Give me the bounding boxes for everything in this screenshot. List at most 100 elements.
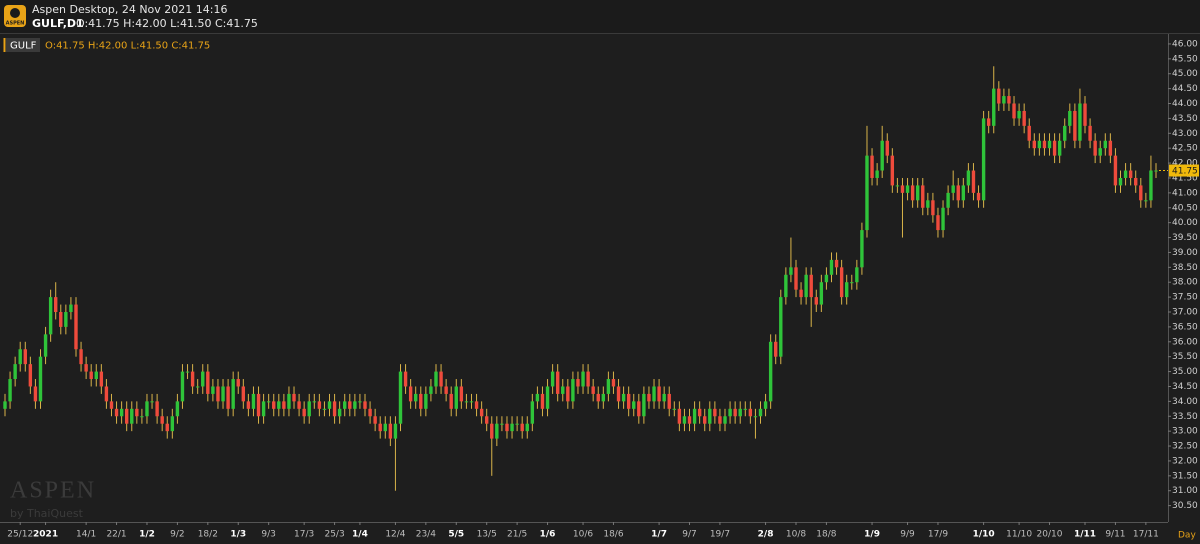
app-icon-mark bbox=[10, 8, 20, 18]
x-tick-label: 9/11 bbox=[1105, 530, 1125, 540]
candle-body bbox=[926, 200, 930, 208]
candle-body bbox=[779, 297, 783, 357]
candle-body bbox=[124, 408, 129, 424]
x-tick-label: 1/2 bbox=[139, 530, 155, 540]
y-tick-label: 42.00 bbox=[1172, 159, 1198, 169]
y-tick-label: 43.00 bbox=[1172, 129, 1198, 139]
last-price-tag bbox=[1169, 164, 1199, 177]
candle-body bbox=[444, 386, 448, 394]
candle-body bbox=[398, 371, 403, 424]
candle-body bbox=[23, 349, 27, 365]
y-tick-label: 37.00 bbox=[1172, 308, 1198, 318]
x-tick-label: 9/2 bbox=[170, 530, 184, 540]
symbol-label: GULF,D1 bbox=[32, 17, 84, 30]
candle-body bbox=[845, 282, 849, 298]
candle-body bbox=[145, 401, 149, 417]
candle-body bbox=[307, 401, 311, 417]
candle-body bbox=[175, 401, 180, 417]
candle-body bbox=[408, 386, 413, 402]
x-axis-unit: Day bbox=[1178, 531, 1196, 541]
candle-body bbox=[383, 423, 387, 432]
candle-body bbox=[571, 379, 575, 402]
y-tick-label: 34.00 bbox=[1172, 397, 1198, 407]
candle-body bbox=[388, 423, 393, 439]
candle-body bbox=[510, 423, 514, 432]
candle-body bbox=[829, 259, 834, 275]
candle-body bbox=[626, 393, 631, 409]
candle-body bbox=[662, 393, 666, 402]
candle-body bbox=[723, 416, 727, 424]
candle-body bbox=[540, 393, 545, 409]
plot-background bbox=[0, 33, 1200, 544]
candle-body bbox=[515, 423, 519, 425]
y-tick-label: 44.00 bbox=[1172, 99, 1198, 109]
candle-body bbox=[951, 185, 955, 193]
candle-body bbox=[682, 416, 687, 424]
candle-body bbox=[74, 304, 78, 350]
candle-body bbox=[809, 274, 813, 298]
x-tick-label: 14/1 bbox=[76, 530, 96, 540]
candle-body bbox=[621, 393, 626, 402]
y-tick-label: 35.50 bbox=[1172, 352, 1198, 362]
x-tick-label: 12/4 bbox=[385, 530, 405, 540]
last-price-label: 41.75 bbox=[1172, 167, 1198, 177]
candle-body bbox=[905, 185, 910, 193]
x-tick-label: 1/7 bbox=[651, 530, 667, 540]
candle-body bbox=[525, 423, 529, 432]
candle-body bbox=[784, 274, 788, 298]
candle-body bbox=[561, 386, 565, 394]
candle-body bbox=[190, 371, 195, 387]
candle-body bbox=[54, 297, 58, 313]
candle-body bbox=[277, 401, 281, 409]
candle-body bbox=[692, 408, 697, 424]
candle-body bbox=[18, 349, 22, 365]
candle-body bbox=[292, 393, 296, 402]
candle-body bbox=[459, 386, 464, 402]
x-tick-label: 17/9 bbox=[928, 530, 948, 540]
candle-body bbox=[946, 192, 950, 208]
candle-body bbox=[1149, 170, 1153, 201]
candle-body bbox=[201, 371, 205, 387]
candle-body bbox=[855, 267, 859, 283]
candle-body bbox=[774, 341, 778, 357]
y-tick-label: 41.50 bbox=[1172, 173, 1198, 183]
candle-body bbox=[28, 364, 33, 387]
candle-body bbox=[545, 386, 550, 409]
candle-body bbox=[99, 371, 104, 387]
candle-body bbox=[870, 155, 874, 178]
legend-box[interactable] bbox=[6, 38, 40, 52]
candle-body bbox=[915, 185, 920, 201]
candle-body bbox=[834, 259, 839, 268]
candle-body bbox=[900, 185, 905, 193]
candle-body bbox=[961, 185, 966, 201]
candle-body bbox=[1042, 140, 1047, 149]
candle-body bbox=[748, 408, 753, 417]
candle-body bbox=[64, 312, 68, 327]
x-tick-label: 17/3 bbox=[294, 530, 314, 540]
x-tick-label: 9/3 bbox=[261, 530, 275, 540]
candle-body bbox=[1128, 170, 1133, 178]
y-tick-label: 39.00 bbox=[1172, 248, 1198, 258]
candle-body bbox=[373, 416, 377, 424]
x-tick-label: 1/9 bbox=[864, 530, 880, 540]
candle-body bbox=[971, 170, 976, 193]
candle-body bbox=[652, 386, 656, 402]
candle-body bbox=[576, 379, 580, 387]
candle-body bbox=[454, 386, 458, 409]
candle-body bbox=[266, 401, 271, 403]
legend-ohlc: O:41.75 H:42.00 L:41.50 C:41.75 bbox=[45, 41, 210, 52]
candle-body bbox=[687, 416, 692, 424]
candle-body bbox=[241, 386, 246, 402]
y-tick-label: 35.00 bbox=[1172, 367, 1198, 377]
candle-body bbox=[251, 393, 256, 409]
y-tick-label: 46.00 bbox=[1172, 39, 1198, 49]
x-tick-label: 1/10 bbox=[973, 530, 995, 540]
candle-body bbox=[368, 408, 372, 417]
candle-body bbox=[165, 423, 169, 432]
candle-body bbox=[586, 371, 590, 387]
x-tick-label: 2021 bbox=[33, 530, 58, 540]
candle-body bbox=[479, 408, 484, 417]
y-tick-label: 34.50 bbox=[1172, 382, 1198, 392]
candle-body bbox=[895, 185, 900, 187]
candle-body bbox=[839, 267, 844, 298]
